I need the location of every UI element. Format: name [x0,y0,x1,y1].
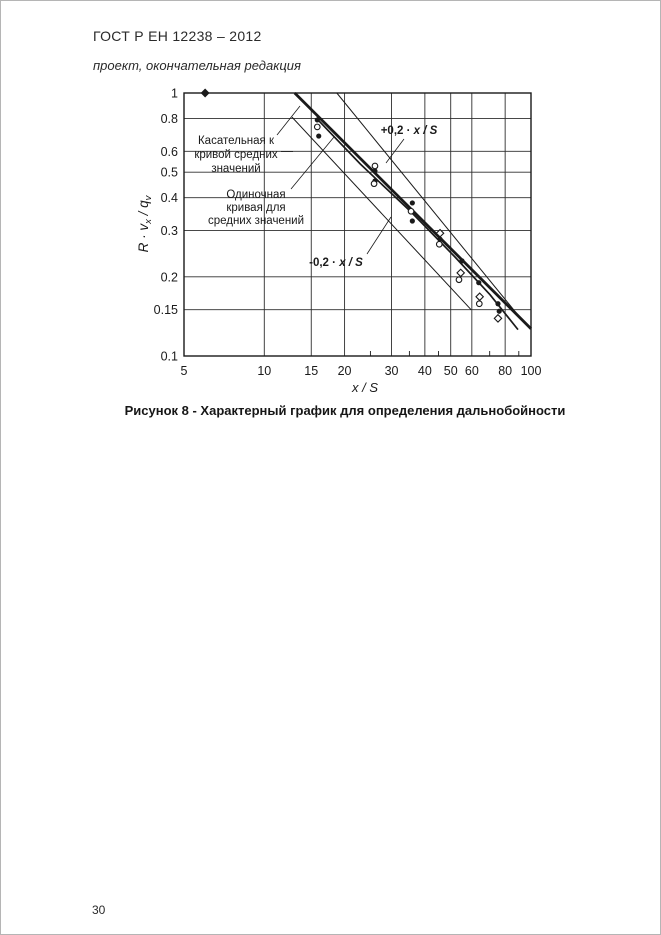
figure-caption: Рисунок 8 - Характерный график для опред… [124,403,566,418]
minus-band-label: -0,2 · x / S [309,257,363,269]
svg-text:0.15: 0.15 [154,303,178,317]
svg-text:20: 20 [338,364,352,378]
plot-border [183,92,532,357]
y-tick-labels: 1 0.8 0.6 0.5 0.4 0.3 0.2 0.15 0.1 [154,87,178,364]
figure-8-chart: 5 10 15 20 30 40 50 60 80 100 1 0.8 0.6 0.5 0.4 0.3 0.2 0… [0,0,661,400]
document-subtitle: проект, окончательная редакция [93,58,301,73]
mean-curve [317,119,519,331]
x-minor-ticks [369,351,520,356]
x-axis-title: x / S [351,380,378,395]
svg-text:0.4: 0.4 [161,191,178,205]
svg-text:40: 40 [418,364,432,378]
svg-text:10: 10 [257,364,271,378]
mean-curve-label: Одиночная кривая для средних значений [208,189,304,227]
range-determination-chart: 5 10 15 20 30 40 50 60 80 100 1 0.8 0.6 0.5 0.4 0.3 0.2 0… [136,87,542,396]
svg-text:15: 15 [304,364,318,378]
chart-grid [184,93,531,356]
svg-text:0.3: 0.3 [161,224,178,238]
svg-text:0.5: 0.5 [161,166,178,180]
svg-text:0.6: 0.6 [161,145,178,159]
y-axis-title: R · vx / qv [136,194,154,252]
document-title: ГОСТ Р ЕН 12238 – 2012 [93,28,262,44]
svg-text:1: 1 [171,87,178,101]
annotation-leader-lines [276,105,405,255]
svg-text:0.1: 0.1 [161,350,178,364]
minus-band-line [291,116,472,311]
plus-band-line [336,92,519,316]
svg-text:80: 80 [498,364,512,378]
svg-text:100: 100 [521,364,542,378]
open-circle-points [313,123,483,308]
svg-text:0.2: 0.2 [161,270,178,284]
x-tick-labels: 5 10 15 20 30 40 50 60 80 100 [181,364,542,378]
open-diamond-points [435,228,503,323]
page-number: 30 [92,903,106,917]
svg-text:60: 60 [465,364,479,378]
plus-band-label: +0,2 · x / S [381,125,438,137]
svg-text:0.8: 0.8 [161,112,178,126]
svg-text:30: 30 [385,364,399,378]
tangent-label: Касательная к кривой средних значений [194,135,278,175]
svg-text:5: 5 [181,364,188,378]
filled-diamond-points [200,88,210,98]
svg-text:50: 50 [444,364,458,378]
